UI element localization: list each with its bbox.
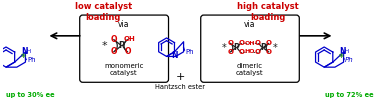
Text: O: O xyxy=(255,40,261,46)
Text: N: N xyxy=(21,47,28,56)
Text: OH: OH xyxy=(124,36,136,42)
Text: O: O xyxy=(266,40,272,46)
Text: *: * xyxy=(222,43,226,53)
Text: up to 30% ee: up to 30% ee xyxy=(6,92,54,98)
Text: Ph: Ph xyxy=(185,49,194,55)
Text: O: O xyxy=(125,47,131,56)
Text: monomeric
catalyst: monomeric catalyst xyxy=(104,63,143,76)
Text: O: O xyxy=(238,40,244,46)
Text: up to 72% ee: up to 72% ee xyxy=(325,92,373,98)
Text: HO: HO xyxy=(244,49,255,54)
Text: Hantzsch ester: Hantzsch ester xyxy=(155,84,205,90)
Text: O: O xyxy=(110,35,117,44)
Text: N: N xyxy=(339,47,346,56)
Text: N: N xyxy=(172,51,178,60)
Text: O: O xyxy=(255,49,261,55)
Text: Ph: Ph xyxy=(345,57,354,63)
Text: +: + xyxy=(175,72,185,82)
Text: H: H xyxy=(345,49,349,54)
Text: *: * xyxy=(339,53,344,63)
Text: OH: OH xyxy=(244,41,255,46)
Text: high catalyst
loading: high catalyst loading xyxy=(237,2,299,22)
Text: *: * xyxy=(273,43,277,53)
Text: via: via xyxy=(244,20,255,29)
Text: via: via xyxy=(118,20,129,29)
Text: P: P xyxy=(260,43,266,52)
FancyBboxPatch shape xyxy=(80,15,169,82)
Text: O: O xyxy=(110,47,117,56)
Text: Ph: Ph xyxy=(27,57,36,63)
Text: *: * xyxy=(20,53,25,63)
Text: P: P xyxy=(233,43,239,52)
Text: O: O xyxy=(228,49,234,55)
Text: *: * xyxy=(101,41,107,51)
FancyBboxPatch shape xyxy=(201,15,299,82)
Text: dimeric
catalyst: dimeric catalyst xyxy=(236,63,263,76)
Text: H: H xyxy=(27,49,31,54)
Text: P: P xyxy=(119,41,125,50)
Text: O: O xyxy=(228,40,234,46)
Text: O: O xyxy=(238,49,244,55)
Text: O: O xyxy=(266,49,272,55)
Text: low catalyst
loading: low catalyst loading xyxy=(74,2,132,22)
